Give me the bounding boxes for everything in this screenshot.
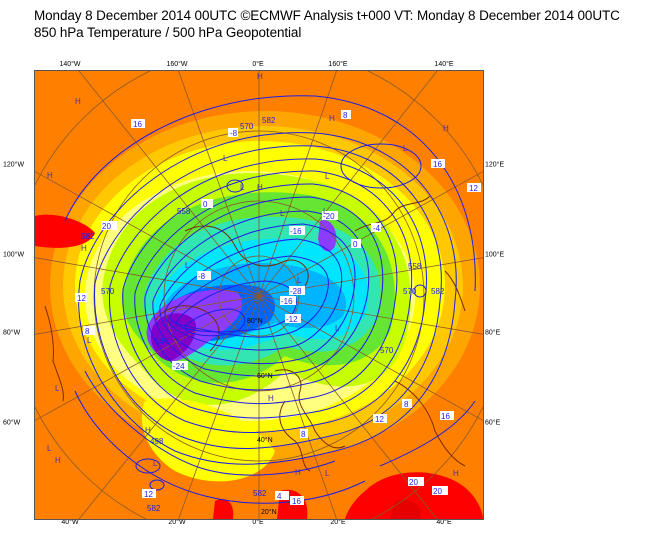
bottom-lon-label-20w: 20°W: [168, 519, 186, 526]
left-lon-label-80w: 80°W: [3, 329, 21, 337]
right-lon-label-100e: 100°E: [485, 251, 505, 259]
svg-text:20: 20: [433, 487, 442, 496]
svg-text:12: 12: [144, 490, 153, 499]
svg-text:L: L: [47, 444, 52, 453]
svg-text:570: 570: [101, 287, 115, 296]
svg-text:L: L: [153, 459, 158, 468]
svg-text:L: L: [223, 154, 228, 163]
svg-text:H: H: [81, 244, 87, 253]
left-lon-label-60w: 60°W: [3, 419, 21, 427]
svg-text:-28: -28: [290, 287, 302, 296]
svg-text:-12: -12: [286, 315, 298, 324]
svg-text:L: L: [323, 207, 328, 216]
svg-text:H: H: [47, 171, 53, 180]
svg-text:546: 546: [155, 337, 169, 346]
svg-text:0: 0: [203, 200, 208, 209]
svg-text:558: 558: [408, 262, 422, 271]
svg-text:8: 8: [85, 327, 90, 336]
svg-text:582: 582: [81, 232, 95, 241]
svg-text:20: 20: [102, 222, 111, 231]
top-lon-label-140w: 140°W: [59, 61, 81, 68]
svg-text:H: H: [295, 468, 301, 477]
svg-text:40°N: 40°N: [257, 436, 273, 444]
svg-text:H: H: [453, 469, 459, 478]
right-lon-label-60e: 60°E: [485, 419, 501, 427]
svg-text:-16: -16: [281, 297, 293, 306]
svg-text:498: 498: [150, 437, 164, 446]
svg-text:-8: -8: [198, 272, 206, 281]
svg-text:8: 8: [301, 430, 306, 439]
chart-title-line-1: Monday 8 December 2014 00UTC ©ECMWF Anal…: [34, 8, 620, 23]
svg-text:H: H: [257, 72, 263, 81]
svg-text:8: 8: [343, 111, 348, 120]
map-canvas: 570 558 582 582 570 546 498 582 582 558 …: [35, 71, 483, 519]
svg-text:12: 12: [375, 415, 384, 424]
svg-text:H: H: [329, 114, 335, 123]
svg-text:16: 16: [133, 120, 142, 129]
svg-text:20: 20: [409, 478, 418, 487]
svg-text:570: 570: [403, 287, 417, 296]
bottom-lon-label-40w: 40°W: [61, 519, 79, 526]
svg-text:H: H: [268, 394, 274, 403]
svg-text:-8: -8: [230, 129, 238, 138]
svg-text:L: L: [240, 183, 245, 192]
svg-text:H: H: [75, 97, 81, 106]
top-lon-label-140e: 140°E: [434, 61, 454, 68]
svg-text:L: L: [297, 276, 302, 285]
temperature-labels: 16 -8 0 8 16 12 -4 0 -20 -16 -28 -16 -12…: [75, 110, 481, 506]
right-lon-label-80e: 80°E: [485, 329, 501, 337]
svg-text:L: L: [185, 261, 190, 270]
svg-text:L: L: [403, 144, 408, 153]
left-lon-label-120w: 120°W: [3, 161, 25, 169]
chart-title-line-2: 850 hPa Temperature / 500 hPa Geopotenti…: [34, 25, 302, 40]
geopotential-labels: 570 558 582 582 570 546 498 582 582 558 …: [81, 116, 445, 513]
coastlines: [44, 195, 466, 472]
weather-map: 570 558 582 582 570 546 498 582 582 558 …: [34, 70, 484, 520]
svg-text:12: 12: [77, 294, 86, 303]
svg-text:60°N: 60°N: [257, 372, 273, 380]
svg-text:L: L: [175, 324, 180, 333]
latitude-labels: 80°N 60°N 40°N 20°N: [247, 317, 277, 516]
svg-text:570: 570: [240, 122, 254, 131]
svg-text:-20: -20: [323, 212, 335, 221]
svg-text:-4: -4: [373, 224, 381, 233]
svg-text:12: 12: [469, 184, 478, 193]
svg-text:L: L: [335, 324, 340, 333]
pressure-centers: H H H L L H H L L L L H H H H L L L L L …: [47, 72, 459, 478]
right-lon-label-120e: 120°E: [485, 161, 505, 169]
svg-text:570: 570: [380, 346, 394, 355]
bottom-lon-label-0e: 0°E: [252, 519, 264, 526]
left-lon-label-100w: 100°W: [3, 251, 25, 259]
svg-text:558: 558: [177, 207, 191, 216]
svg-text:-24: -24: [173, 362, 185, 371]
svg-text:16: 16: [433, 160, 442, 169]
svg-text:4: 4: [277, 492, 282, 501]
svg-text:8: 8: [404, 400, 409, 409]
svg-text:582: 582: [147, 504, 161, 513]
svg-text:16: 16: [441, 412, 450, 421]
svg-text:-16: -16: [290, 227, 302, 236]
temperature-shading: [35, 111, 483, 519]
svg-text:20°N: 20°N: [261, 508, 277, 516]
svg-text:H: H: [145, 426, 151, 435]
svg-text:L: L: [87, 336, 92, 345]
svg-text:L: L: [55, 384, 60, 393]
svg-text:80°N: 80°N: [247, 317, 263, 325]
top-lon-label-160w: 160°W: [166, 61, 188, 68]
svg-text:582: 582: [431, 287, 445, 296]
svg-text:582: 582: [262, 116, 276, 125]
svg-text:L: L: [325, 469, 330, 478]
top-lon-label-0e: 0°E: [252, 61, 264, 68]
svg-text:16: 16: [292, 497, 301, 506]
bottom-lon-label-40e: 40°E: [436, 519, 452, 526]
top-lon-label-160e: 160°E: [328, 61, 348, 68]
svg-text:L: L: [325, 172, 330, 181]
bottom-lon-label-20e: 20°E: [330, 519, 346, 526]
svg-text:582: 582: [253, 489, 267, 498]
svg-text:L: L: [280, 209, 285, 218]
svg-text:H: H: [55, 456, 61, 465]
svg-text:H: H: [257, 183, 263, 192]
svg-text:H: H: [443, 124, 449, 133]
svg-text:0: 0: [353, 240, 358, 249]
